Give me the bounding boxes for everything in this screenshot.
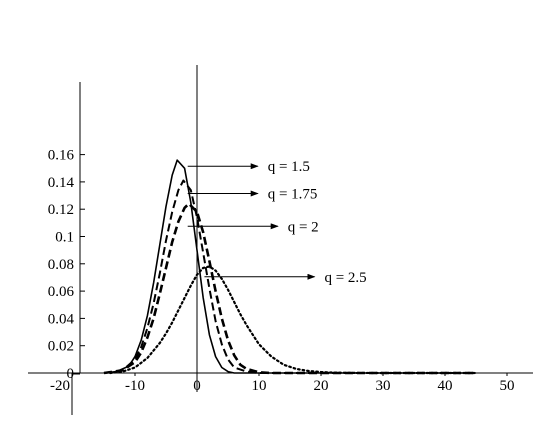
- y-tick-label: 0.02: [48, 339, 74, 355]
- x-tick-label: 20: [314, 378, 329, 394]
- x-tick-label: 0: [193, 378, 201, 394]
- x-tick-label: 40: [438, 378, 453, 394]
- series-line-1: [103, 159, 476, 374]
- y-tick-label: 0.12: [48, 202, 74, 218]
- x-tick-label: -10: [125, 378, 145, 394]
- x-tick-label: 50: [500, 378, 515, 394]
- y-tick-label: 0.1: [55, 230, 74, 246]
- series-line-2: [103, 179, 476, 374]
- x-tick-label: -20: [50, 378, 70, 394]
- series-lines: [103, 159, 478, 375]
- y-tick-label: 0.06: [48, 284, 75, 300]
- y-tick-label: 0.14: [48, 175, 75, 191]
- annotations: q = 1.5 q = 1.75 q = 2 q = 2.5: [187, 159, 367, 286]
- annotation-label: q = 2: [288, 219, 319, 235]
- x-tick-label: 30: [376, 378, 391, 394]
- annotation-label: q = 2.5: [324, 270, 366, 286]
- y-tick-label: 0.04: [48, 311, 75, 327]
- y-tick-label: 0.08: [48, 257, 74, 273]
- annotation-label: q = 1.5: [268, 159, 310, 175]
- tick-labels: 0 0.02 0.04 0.06 0.08 0.1 0.12 0.14 0.16 -20 -10 0 1…: [48, 148, 515, 394]
- annotation-label: q = 1.75: [268, 187, 318, 203]
- y-tick-label: 0.16: [48, 148, 75, 164]
- x-tick-label: 10: [252, 378, 267, 394]
- y-tick-label: 0: [67, 366, 75, 382]
- series-line-4: [109, 265, 478, 375]
- series-line-3: [103, 202, 476, 375]
